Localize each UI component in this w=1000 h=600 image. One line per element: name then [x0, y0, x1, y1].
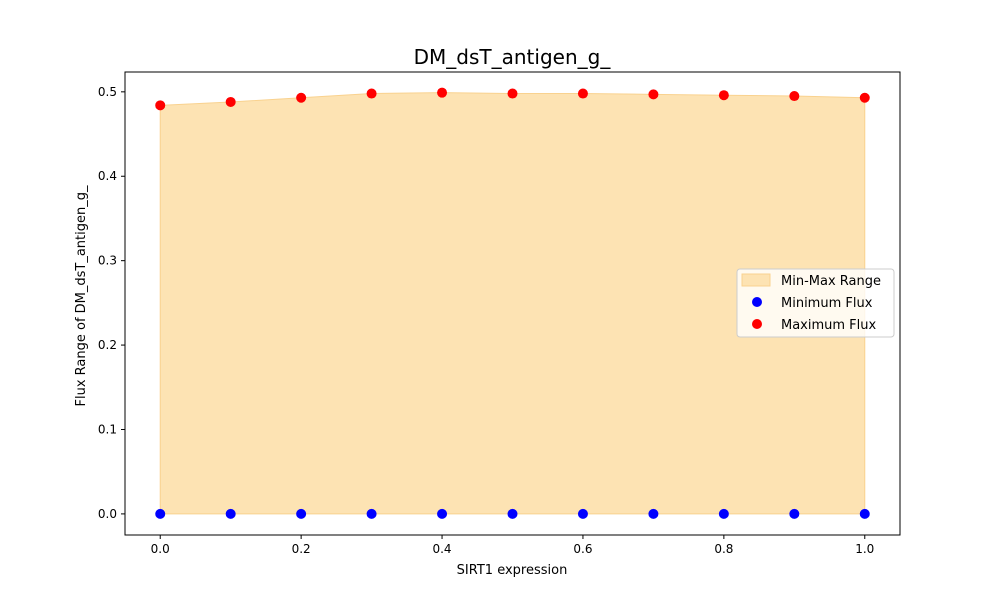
maximum-flux-point: [859, 92, 870, 103]
maximum-flux-point: [366, 88, 377, 99]
minimum-flux-point: [366, 508, 377, 519]
minimum-flux-point: [718, 508, 729, 519]
x-axis-ticks: 0.0 0.2 0.4 0.6 0.8 1.0: [151, 535, 874, 556]
minimum-flux-point: [577, 508, 588, 519]
y-tick-label: 0.3: [98, 254, 117, 268]
maximum-flux-point: [155, 100, 166, 111]
maximum-flux-point: [296, 92, 307, 103]
minimum-flux-point: [155, 508, 166, 519]
y-tick-label: 0.4: [98, 169, 117, 183]
x-tick-label: 0.6: [573, 542, 592, 556]
y-axis-ticks: 0.0 0.1 0.2 0.3 0.4 0.5: [98, 85, 125, 521]
legend-label-minimum-flux: Minimum Flux: [781, 296, 873, 311]
x-tick-label: 0.2: [292, 542, 311, 556]
y-tick-label: 0.2: [98, 338, 117, 352]
legend-marker-maximum-flux: [752, 319, 762, 329]
maximum-flux-point: [718, 90, 729, 101]
x-tick-label: 0.8: [714, 542, 733, 556]
y-tick-label: 0.5: [98, 85, 117, 99]
minimum-flux-point: [648, 508, 659, 519]
minimum-flux-point: [859, 508, 870, 519]
maximum-flux-point: [225, 96, 236, 107]
minimum-flux-point: [507, 508, 518, 519]
x-tick-label: 0.0: [151, 542, 170, 556]
x-tick-label: 0.4: [432, 542, 451, 556]
legend-label-maximum-flux: Maximum Flux: [781, 318, 877, 333]
maximum-flux-point: [577, 88, 588, 99]
legend-swatch-min-max-range: [741, 273, 771, 287]
axes-frame: [124, 71, 901, 536]
maximum-flux-point: [789, 91, 800, 102]
x-axis-label: SIRT1 expression: [457, 563, 568, 578]
legend-label-min-max-range: Min-Max Range: [781, 274, 881, 289]
maximum-flux-point: [507, 88, 518, 99]
minimum-flux-point: [225, 508, 236, 519]
legend: Min-Max Range Minimum Flux Maximum Flux: [736, 268, 895, 338]
minimum-flux-point: [296, 508, 307, 519]
legend-marker-minimum-flux: [752, 297, 762, 307]
legend-frame: [736, 268, 895, 338]
y-axis-label: Flux Range of DM_dsT_antigen_g_: [74, 185, 89, 407]
x-tick-label: 1.0: [855, 542, 874, 556]
chart-title: DM_dsT_antigen_g_: [414, 45, 612, 69]
minimum-flux-point: [789, 508, 800, 519]
maximum-flux-point: [437, 87, 448, 98]
minimum-flux-point: [437, 508, 448, 519]
maximum-flux-point: [648, 89, 659, 100]
y-tick-label: 0.0: [98, 507, 117, 521]
plot-area: [124, 71, 901, 536]
y-tick-label: 0.1: [98, 422, 117, 436]
